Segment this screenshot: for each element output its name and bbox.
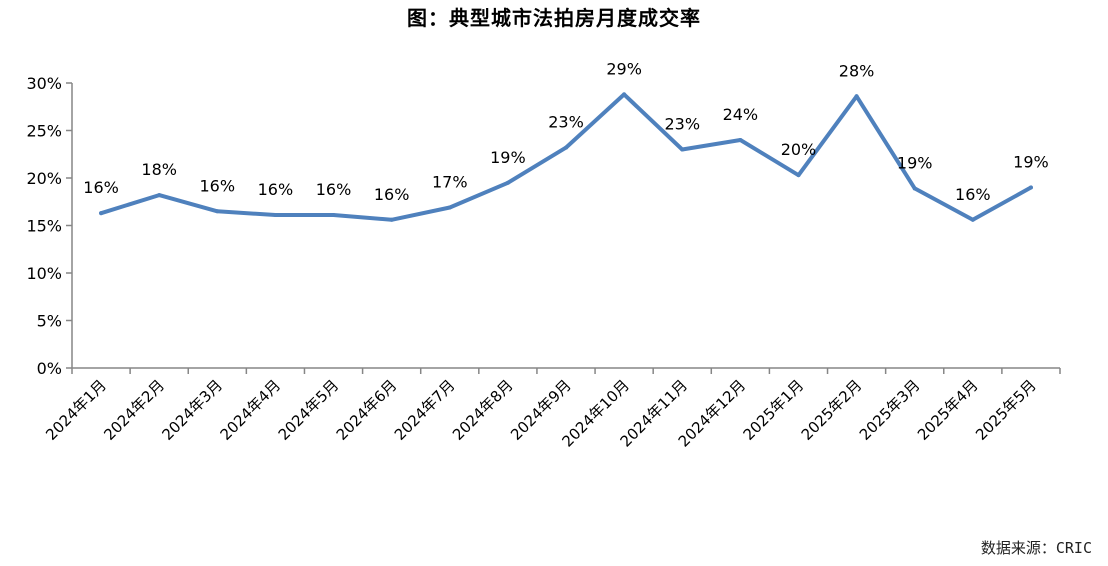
data-label: 23%: [548, 113, 584, 132]
data-label: 18%: [141, 160, 177, 179]
data-label: 24%: [723, 105, 759, 124]
data-point: [970, 217, 975, 222]
data-label: 19%: [1013, 153, 1049, 172]
source-note: 数据来源：CRIC: [980, 539, 1092, 557]
data-point: [854, 94, 859, 99]
x-tick-label: 2025年4月: [914, 376, 982, 444]
data-point: [99, 211, 104, 216]
data-label: 20%: [781, 140, 817, 159]
y-tick-label: 25%: [26, 122, 62, 141]
x-tick-label: 2024年2月: [100, 376, 168, 444]
x-tick-label: 2024年4月: [217, 376, 285, 444]
data-point: [796, 173, 801, 178]
data-label: 16%: [83, 178, 119, 197]
data-label: 19%: [490, 148, 526, 167]
y-tick-label: 0%: [37, 359, 62, 378]
data-label: 29%: [606, 59, 642, 78]
data-point: [273, 213, 278, 218]
data-point: [738, 138, 743, 142]
data-label: 17%: [432, 172, 468, 191]
y-tick-label: 30%: [26, 74, 62, 93]
data-point: [564, 145, 568, 150]
y-tick-label: 15%: [26, 217, 62, 236]
data-point: [389, 217, 394, 222]
data-label: 19%: [897, 153, 933, 172]
x-tick-label: 2024年3月: [158, 376, 226, 444]
data-point: [1028, 185, 1033, 190]
x-tick-label: 2024年7月: [391, 376, 459, 444]
chart-title: 图：典型城市法拍房月度成交率: [407, 6, 701, 30]
data-point: [680, 147, 685, 152]
data-label: 16%: [955, 185, 991, 204]
data-label: 28%: [839, 61, 875, 80]
data-label: 23%: [664, 115, 700, 134]
y-tick-label: 5%: [37, 312, 62, 331]
x-tick-label: 2025年2月: [798, 376, 866, 444]
x-tick-label: 2025年1月: [740, 376, 808, 444]
data-label: 16%: [258, 180, 294, 199]
x-tick-label: 2025年3月: [856, 376, 924, 444]
x-tick-label: 2025年5月: [972, 376, 1040, 444]
x-tick-label: 2024年8月: [449, 376, 517, 444]
x-tick-label: 2024年6月: [333, 376, 401, 444]
data-point: [157, 193, 162, 198]
y-tick-label: 10%: [26, 264, 62, 283]
data-point: [622, 92, 627, 97]
y-tick-label: 20%: [26, 169, 62, 188]
data-label: 16%: [316, 180, 352, 199]
data-label: 16%: [374, 185, 410, 204]
data-point: [912, 186, 917, 191]
data-point: [505, 180, 510, 185]
x-tick-label: 2024年5月: [275, 376, 343, 444]
data-point: [215, 209, 220, 214]
data-point: [331, 213, 336, 218]
data-point: [447, 205, 452, 210]
x-tick-label: 2024年1月: [42, 376, 110, 444]
data-label: 16%: [200, 176, 236, 195]
